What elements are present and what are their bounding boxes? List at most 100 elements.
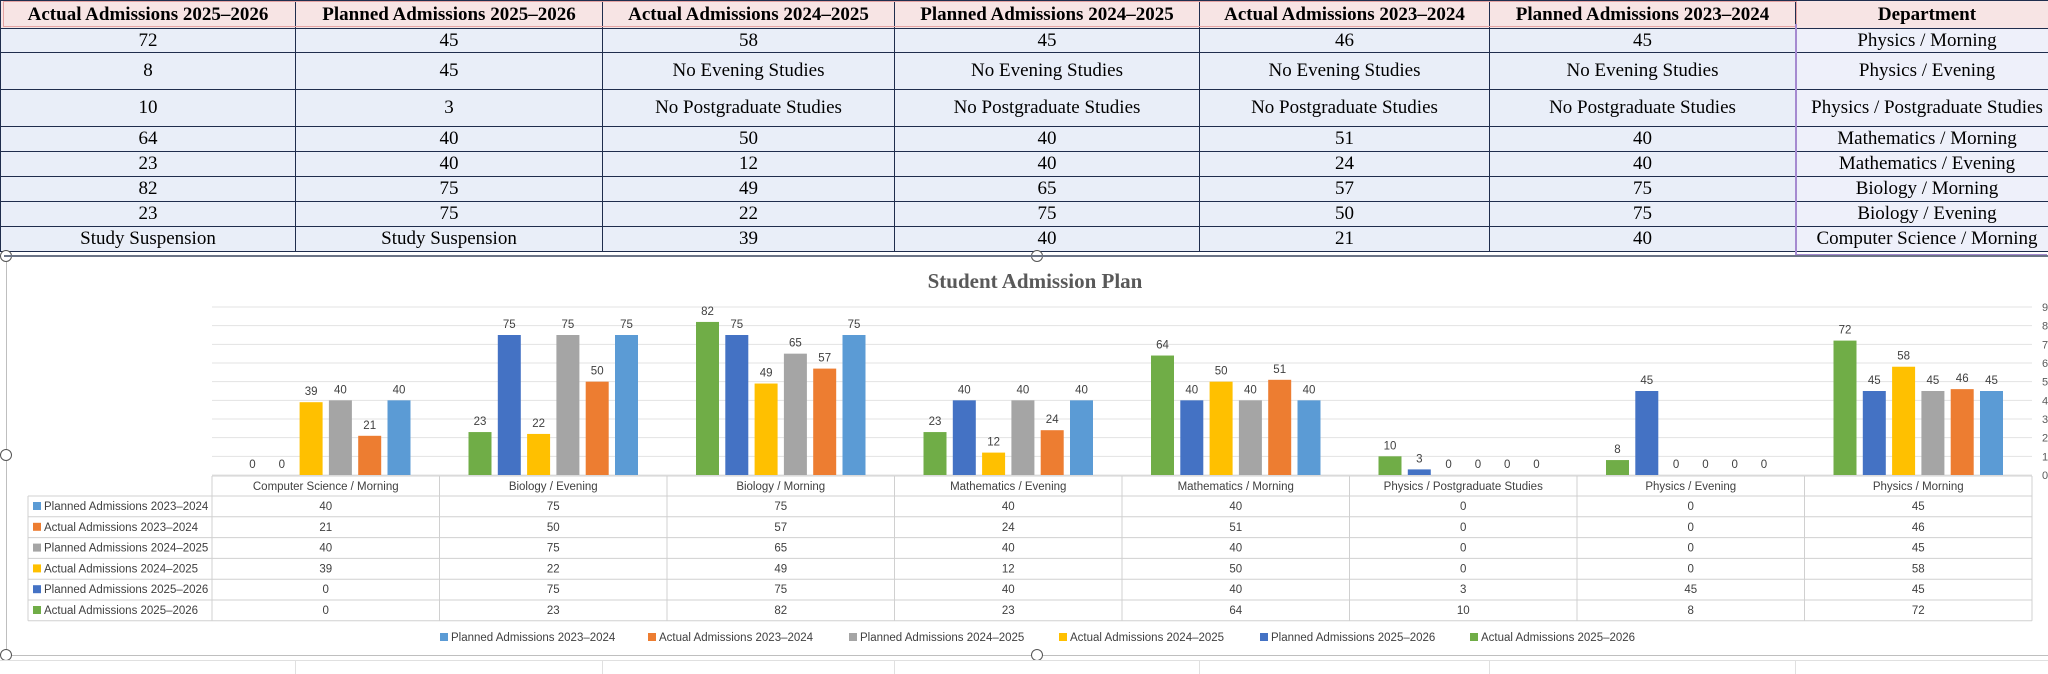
bar-value-label: 39	[305, 386, 318, 398]
data-table-value: 40	[1229, 543, 1242, 555]
data-table-value: 0	[1460, 522, 1466, 534]
table-cell[interactable]: 45	[895, 29, 1200, 53]
table-cell[interactable]: 49	[603, 177, 895, 202]
table-cell[interactable]: 58	[603, 29, 895, 53]
department-cell[interactable]: Physics / Postgraduate Studies	[1796, 90, 2048, 127]
table-cell[interactable]: 8	[1, 53, 296, 90]
bar	[982, 453, 1005, 475]
data-table-value: 12	[1002, 563, 1015, 575]
bar-value-label: 40	[958, 384, 971, 396]
department-cell[interactable]: Mathematics / Morning	[1796, 127, 2048, 152]
table-cell[interactable]: 40	[895, 127, 1200, 152]
y-tick-label: 0	[2042, 470, 2048, 482]
bar-value-label: 49	[760, 368, 773, 380]
data-table-value: 40	[1229, 501, 1242, 513]
bar-value-label: 23	[474, 416, 487, 428]
data-table-value: 64	[1229, 605, 1242, 617]
header-cell[interactable]: Planned Admissions 2025–2026	[296, 1, 603, 29]
table-cell[interactable]: No Postgraduate Studies	[895, 90, 1200, 127]
department-cell[interactable]: Computer Science / Morning	[1796, 227, 2048, 252]
table-cell[interactable]: 82	[1, 177, 296, 202]
table-cell[interactable]: No Postgraduate Studies	[1200, 90, 1490, 127]
table-cell[interactable]: 51	[1200, 127, 1490, 152]
table-cell[interactable]: 75	[296, 202, 603, 227]
table-cell[interactable]: No Evening Studies	[895, 53, 1200, 90]
table-cell[interactable]: 40	[296, 127, 603, 152]
table-cell[interactable]: 45	[1490, 29, 1796, 53]
bar	[358, 436, 381, 475]
bar-value-label: 0	[1445, 459, 1451, 471]
table-cell[interactable]: Study Suspension	[1, 227, 296, 252]
department-cell[interactable]: Mathematics / Evening	[1796, 152, 2048, 177]
data-table-value: 40	[1002, 584, 1015, 596]
table-cell[interactable]: 45	[296, 53, 603, 90]
data-table-value: 40	[1002, 543, 1015, 555]
table-cell[interactable]: 72	[1, 29, 296, 53]
table-cell[interactable]: 46	[1200, 29, 1490, 53]
table-cell[interactable]: 3	[296, 90, 603, 127]
department-cell[interactable]: Biology / Morning	[1796, 177, 2048, 202]
table-cell[interactable]: 23	[1, 152, 296, 177]
table-cell[interactable]: 50	[1200, 202, 1490, 227]
legend-label: Planned Admissions 2024–2025	[860, 632, 1024, 644]
table-cell[interactable]: 57	[1200, 177, 1490, 202]
table-cell[interactable]: No Evening Studies	[1490, 53, 1796, 90]
table-cell[interactable]: 64	[1, 127, 296, 152]
table-cell[interactable]: 23	[1, 202, 296, 227]
header-cell[interactable]: Actual Admissions 2024–2025	[603, 1, 895, 29]
department-cell[interactable]: Physics / Evening	[1796, 53, 2048, 90]
bar	[1980, 391, 2003, 475]
table-cell[interactable]: 12	[603, 152, 895, 177]
header-cell[interactable]: Actual Admissions 2023–2024	[1200, 1, 1490, 29]
table-cell[interactable]: 10	[1, 90, 296, 127]
department-cell[interactable]: Biology / Evening	[1796, 202, 2048, 227]
table-cell[interactable]: 21	[1200, 227, 1490, 252]
table-cell[interactable]: 22	[603, 202, 895, 227]
chart-title: Student Admission Plan	[928, 269, 1143, 293]
chart-object[interactable]: Student Admission Plan010203040506070809…	[0, 255, 2048, 660]
data-table-value: 45	[1912, 501, 1925, 513]
header-cell[interactable]: Planned Admissions 2023–2024	[1490, 1, 1796, 29]
table-cell[interactable]: 50	[603, 127, 895, 152]
bar-value-label: 0	[1761, 459, 1767, 471]
y-tick-label: 10	[2042, 451, 2048, 463]
table-cell[interactable]: 45	[296, 29, 603, 53]
header-cell[interactable]: Department	[1796, 1, 2048, 29]
table-cell[interactable]: 40	[895, 227, 1200, 252]
table-cell[interactable]: 40	[1490, 152, 1796, 177]
table-cell[interactable]: 40	[296, 152, 603, 177]
table-cell[interactable]: 40	[895, 152, 1200, 177]
spreadsheet-area: Actual Admissions 2025–2026 Planned Admi…	[0, 0, 2048, 256]
table-cell[interactable]: 40	[1490, 227, 1796, 252]
table-cell[interactable]: 75	[296, 177, 603, 202]
y-tick-label: 90	[2042, 302, 2048, 314]
table-cell[interactable]: 24	[1200, 152, 1490, 177]
table-cell[interactable]: 75	[895, 202, 1200, 227]
category-label: Physics / Postgraduate Studies	[1384, 481, 1543, 493]
data-table-series-label: Planned Admissions 2024–2025	[44, 543, 208, 555]
table-cell[interactable]: 40	[1490, 127, 1796, 152]
table-cell[interactable]: 65	[895, 177, 1200, 202]
bar	[527, 434, 550, 475]
table-cell[interactable]: No Evening Studies	[1200, 53, 1490, 90]
resize-handle-middle-left[interactable]	[0, 449, 12, 461]
department-cell[interactable]: Physics / Morning	[1796, 29, 2048, 53]
table-cell[interactable]: Study Suspension	[296, 227, 603, 252]
category-label: Biology / Morning	[736, 481, 825, 493]
header-cell[interactable]: Actual Admissions 2025–2026	[1, 1, 296, 29]
bar	[1606, 460, 1629, 475]
data-table-value: 75	[774, 584, 787, 596]
bar	[696, 322, 719, 475]
table-cell[interactable]: 39	[603, 227, 895, 252]
table-cell[interactable]: 75	[1490, 202, 1796, 227]
bar	[1863, 391, 1886, 475]
table-cell[interactable]: No Postgraduate Studies	[1490, 90, 1796, 127]
bar-value-label: 75	[620, 319, 633, 331]
table-cell[interactable]: 75	[1490, 177, 1796, 202]
table-cell[interactable]: No Postgraduate Studies	[603, 90, 895, 127]
table-cell[interactable]: No Evening Studies	[603, 53, 895, 90]
header-cell[interactable]: Planned Admissions 2024–2025	[895, 1, 1200, 29]
data-table-series-label: Actual Admissions 2024–2025	[44, 563, 198, 575]
bar-value-label: 0	[1702, 459, 1708, 471]
